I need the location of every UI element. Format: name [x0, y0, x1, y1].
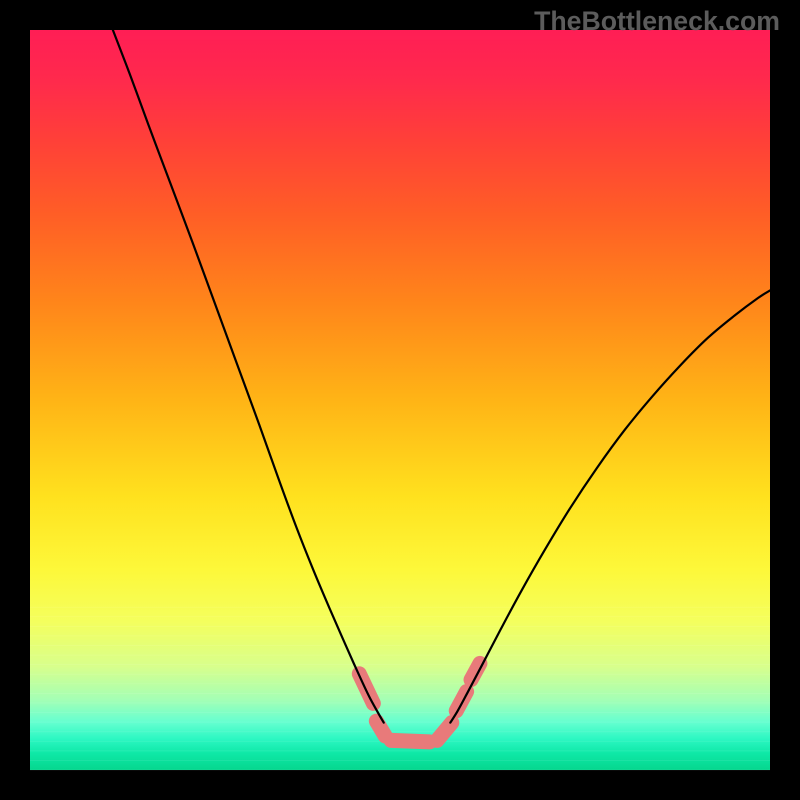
- marker-segment: [456, 692, 466, 711]
- marker-segment: [391, 740, 429, 741]
- watermark-label: TheBottleneck.com: [534, 6, 780, 37]
- gradient-background: [30, 30, 770, 770]
- plot-svg: [30, 30, 770, 770]
- plot-panel: [30, 30, 770, 770]
- chart-stage: TheBottleneck.com: [0, 0, 800, 800]
